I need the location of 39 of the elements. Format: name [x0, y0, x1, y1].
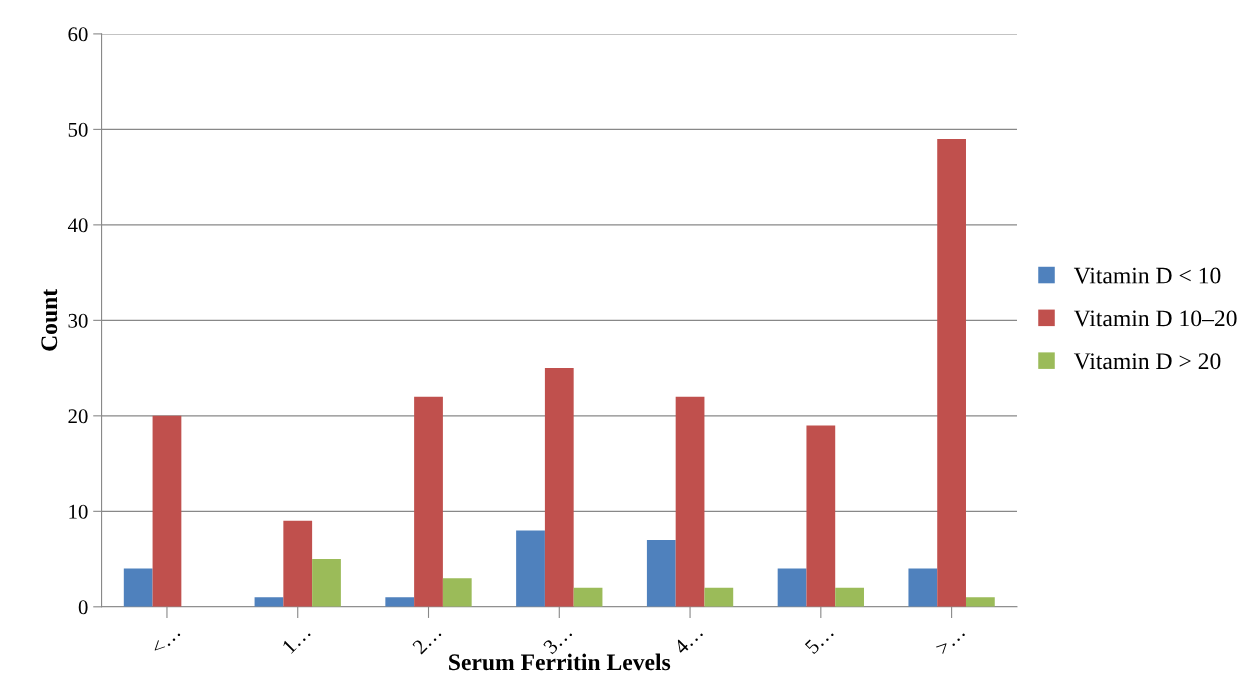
y-axis-title: Count — [41, 288, 58, 351]
bar — [777, 568, 807, 607]
x-tick-label: 2… — [411, 624, 442, 655]
bar — [442, 578, 472, 607]
bar — [835, 587, 864, 607]
x-tick-label: 3… — [542, 624, 573, 655]
y-tick-label: 60 — [68, 27, 88, 42]
bar — [965, 597, 995, 607]
bar — [123, 568, 153, 607]
bar — [152, 415, 182, 607]
bar — [937, 138, 966, 607]
legend-label: Vitamin D > 20 — [1073, 353, 1221, 370]
bar — [646, 539, 676, 607]
bar — [573, 587, 603, 607]
y-tick-label: 20 — [68, 409, 88, 424]
y-tick-label: 40 — [67, 218, 88, 233]
x-tick-label: <… — [151, 626, 181, 656]
bar — [908, 568, 938, 607]
x-tick-label: 1… — [281, 624, 311, 655]
x-tick-label: >… — [935, 626, 966, 656]
legend-label: Vitamin D < 10 — [1073, 267, 1221, 284]
legend-label: Vitamin D 10–20 — [1073, 310, 1237, 327]
bar — [544, 368, 574, 607]
y-tick-label: 50 — [68, 122, 88, 137]
bar — [414, 396, 443, 607]
bar — [312, 559, 341, 607]
bar — [675, 396, 705, 607]
bar — [283, 520, 313, 607]
bar — [704, 587, 734, 607]
x-axis-title: Serum Ferritin Levels — [449, 653, 671, 671]
y-tick-label: 0 — [78, 600, 88, 615]
x-tick-label: 4… — [673, 624, 704, 656]
x-tick-label: 5… — [804, 624, 835, 655]
y-tick-label: 10 — [69, 504, 88, 519]
y-tick-label: 30 — [68, 313, 88, 328]
bar — [806, 425, 836, 607]
bar — [385, 597, 415, 607]
bar — [516, 530, 545, 607]
bar — [254, 597, 284, 607]
